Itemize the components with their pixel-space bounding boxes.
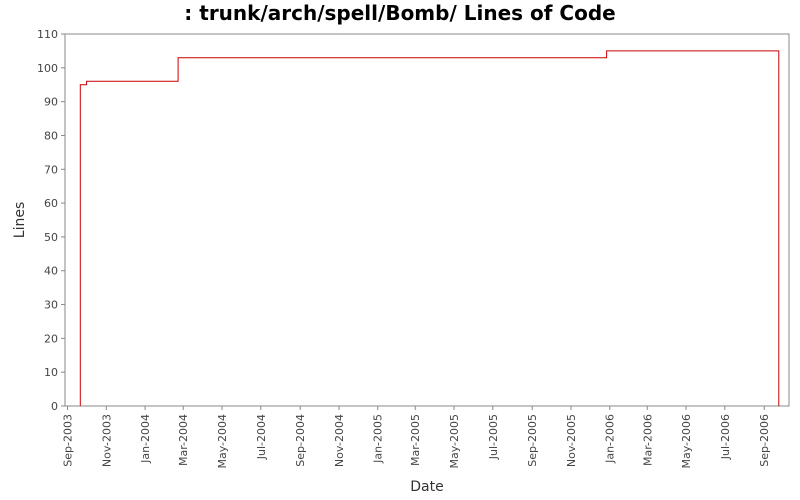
x-tick-label: Jan-2005 [372,414,385,464]
y-tick-label: 30 [44,299,58,312]
x-tick-label: May-2004 [216,414,229,469]
x-tick-label: May-2005 [448,414,461,469]
y-tick-label: 100 [37,62,58,75]
x-tick-label: Mar-2006 [641,414,654,466]
y-axis-label: Lines [12,202,28,238]
x-tick-label: Jul-2004 [255,414,268,460]
y-tick-label: 80 [44,129,58,142]
x-tick-label: Sep-2004 [294,414,307,467]
y-tick-label: 0 [51,400,58,413]
x-tick-label: Sep-2006 [758,414,771,467]
y-tick-label: 20 [44,332,58,345]
y-tick-label: 110 [37,28,58,41]
y-tick-label: 40 [44,265,58,278]
y-axis: 0 10 20 30 40 50 60 70 80 90 100 110 [37,28,65,413]
x-axis-label: Date [410,479,443,495]
x-tick-label: Sep-2005 [526,414,539,467]
chart-title: : trunk/arch/spell/Bomb/ Lines of Code [184,1,615,25]
x-tick-label: Mar-2005 [409,414,422,466]
x-tick-label: Nov-2003 [100,414,113,467]
x-tick-label: Nov-2004 [333,414,346,467]
x-tick-label: Sep-2003 [62,414,75,467]
x-tick-label: Jul-2005 [487,414,500,460]
x-tick-label: Mar-2004 [177,414,190,466]
y-tick-label: 50 [44,231,58,244]
x-tick-label: Jan-2006 [604,414,617,464]
y-tick-label: 60 [44,197,58,210]
series-line [79,50,780,406]
x-tick-label: Jul-2006 [719,414,732,460]
x-tick-label: Nov-2005 [565,414,578,467]
y-tick-label: 70 [44,163,58,176]
x-axis: Sep-2003 Nov-2003 Jan-2004 Mar-2004 May-2004… [62,406,771,469]
y-tick-label: 10 [44,366,58,379]
plot-area [64,33,790,407]
y-tick-label: 90 [44,96,58,109]
x-tick-label: Jan-2004 [139,414,152,464]
x-tick-label: May-2006 [680,414,693,469]
